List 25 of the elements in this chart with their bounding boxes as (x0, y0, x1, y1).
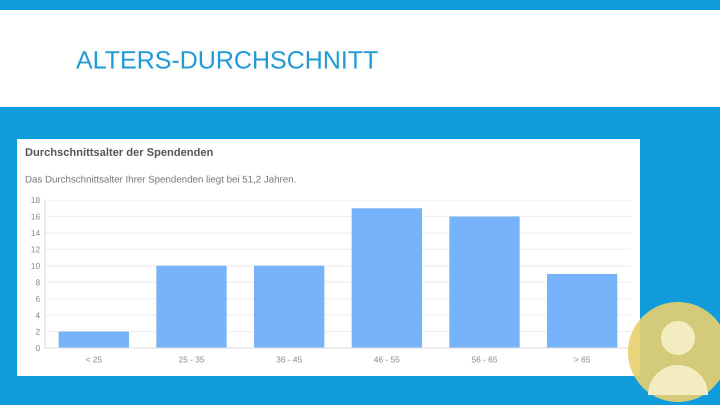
y-tick-label: 18 (32, 197, 40, 204)
chart-subtitle: Durchschnittsalter der Spendenden (26, 148, 213, 158)
y-tick-label: 6 (36, 296, 40, 302)
x-tick-label: < 25 (86, 356, 102, 362)
x-tick-label: 25 - 35 (178, 356, 204, 362)
y-tick-label: 10 (32, 262, 40, 269)
y-tick-label: 14 (32, 230, 40, 236)
y-tick-label: 12 (32, 246, 40, 252)
bar (449, 216, 520, 348)
bar (58, 332, 129, 348)
y-tick-label: 8 (36, 279, 40, 286)
x-tick-label: 46 - 55 (374, 356, 400, 362)
y-tick-label: 16 (32, 214, 40, 220)
bar (254, 266, 324, 348)
chart-title: ALTERS-DURCHSCHNITT (76, 51, 378, 69)
bar (547, 274, 618, 348)
y-tick-label: 0 (36, 345, 40, 352)
text: Das Durchschnittsalter Ihrer Spendenden liegt bei 51,2 Jahren. (26, 175, 296, 185)
bar (156, 266, 227, 348)
y-tick-label: 2 (36, 328, 40, 335)
x-tick-label: 56 - 65 (472, 356, 498, 362)
bar (352, 208, 422, 348)
y-tick-label: 4 (36, 312, 40, 318)
x-tick-label: > 65 (574, 356, 590, 362)
x-tick-label: 36 - 45 (276, 356, 302, 362)
